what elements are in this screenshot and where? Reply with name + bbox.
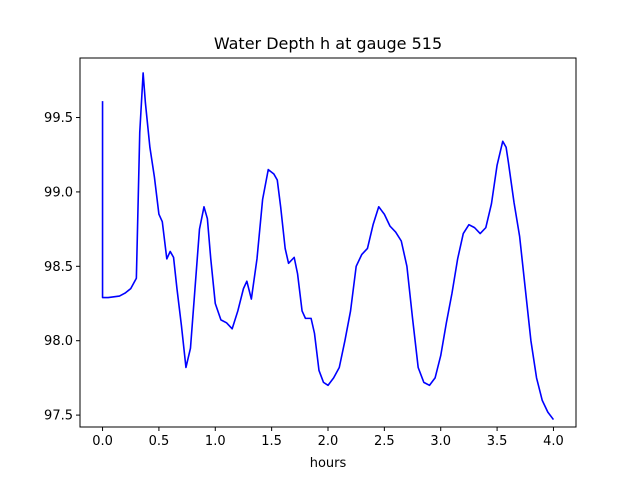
x-tick-label: 3.0 (430, 434, 451, 449)
plot-area (101, 72, 555, 421)
x-tick-label: 0.0 (92, 434, 113, 449)
y-tick-label: 97.5 (44, 409, 73, 424)
axes-frame (79, 57, 577, 428)
series-line-0 (101, 72, 555, 421)
x-tick-label: 1.0 (205, 434, 226, 449)
y-tick-label: 99.5 (44, 111, 73, 126)
y-tick-label: 99.0 (44, 185, 73, 200)
x-tick-label: 4.0 (543, 434, 564, 449)
axis-ticks: 0.0 0.5 1.0 1.5 2.0 2.5 3.0 3.5 4.0 97.5 98.0 98.5 9… (44, 111, 564, 449)
x-tick-label: 1.5 (261, 434, 282, 449)
y-tick-label: 98.5 (44, 260, 73, 275)
x-tick-label: 3.5 (487, 434, 508, 449)
y-tick-label: 98.0 (44, 334, 73, 349)
chart-title: Water Depth h at gauge 515 (214, 34, 442, 53)
x-axis-label: hours (310, 456, 347, 471)
x-tick-label: 2.5 (374, 434, 395, 449)
x-tick-label: 0.5 (149, 434, 170, 449)
x-tick-label: 2.0 (318, 434, 339, 449)
